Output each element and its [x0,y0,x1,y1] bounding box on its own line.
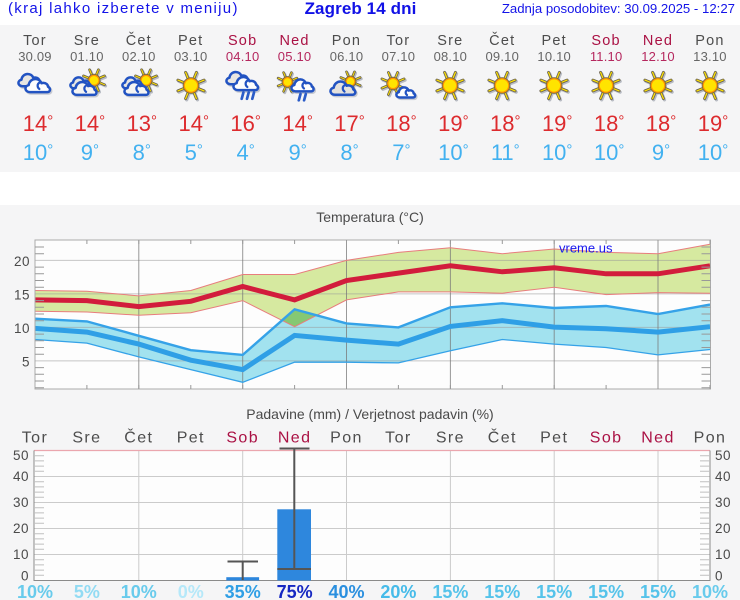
svg-text:5%: 5% [74,582,100,600]
svg-text:Ned: Ned [278,430,312,447]
svg-text:10%: 10% [17,582,53,600]
svg-text:20: 20 [14,254,30,269]
svg-text:10: 10 [14,321,30,336]
svg-text:20%: 20% [380,582,416,600]
svg-text:Pon: Pon [330,430,363,447]
svg-text:Tor: Tor [22,430,48,447]
svg-text:0: 0 [21,569,29,584]
svg-text:15%: 15% [640,582,676,600]
svg-text:Ned: Ned [641,430,675,447]
svg-text:0%: 0% [178,582,204,600]
svg-text:Pon: Pon [694,430,727,447]
svg-text:50: 50 [13,448,29,463]
svg-text:35%: 35% [225,582,261,600]
svg-text:40: 40 [715,469,731,484]
svg-text:5: 5 [22,354,30,369]
svg-text:20: 20 [13,521,29,536]
svg-text:30: 30 [13,495,29,510]
svg-text:vreme.us: vreme.us [559,241,613,256]
svg-text:Čet: Čet [124,428,153,447]
svg-text:15%: 15% [588,582,624,600]
svg-text:30: 30 [715,495,731,510]
svg-text:Sob: Sob [226,430,259,447]
svg-text:10%: 10% [692,582,728,600]
svg-text:10: 10 [715,547,731,562]
svg-text:15%: 15% [536,582,572,600]
svg-text:Sob: Sob [590,430,623,447]
svg-text:Čet: Čet [488,428,517,447]
svg-text:Pet: Pet [540,430,568,447]
svg-text:Sre: Sre [436,430,465,447]
svg-text:Pet: Pet [177,430,205,447]
svg-text:15%: 15% [432,582,468,600]
svg-text:Temperatura (°C): Temperatura (°C) [316,209,424,225]
svg-text:20: 20 [715,521,731,536]
svg-text:Sre: Sre [72,430,101,447]
svg-text:40: 40 [13,469,29,484]
svg-text:Padavine (mm) / Verjetnost pad: Padavine (mm) / Verjetnost padavin (%) [246,406,493,422]
svg-text:15%: 15% [484,582,520,600]
svg-text:40%: 40% [328,582,364,600]
svg-text:10: 10 [13,547,29,562]
svg-text:75%: 75% [277,582,313,600]
svg-text:50: 50 [715,448,731,463]
svg-text:Tor: Tor [385,430,411,447]
svg-text:10%: 10% [121,582,157,600]
svg-text:15: 15 [14,287,30,302]
svg-text:0: 0 [715,569,723,584]
